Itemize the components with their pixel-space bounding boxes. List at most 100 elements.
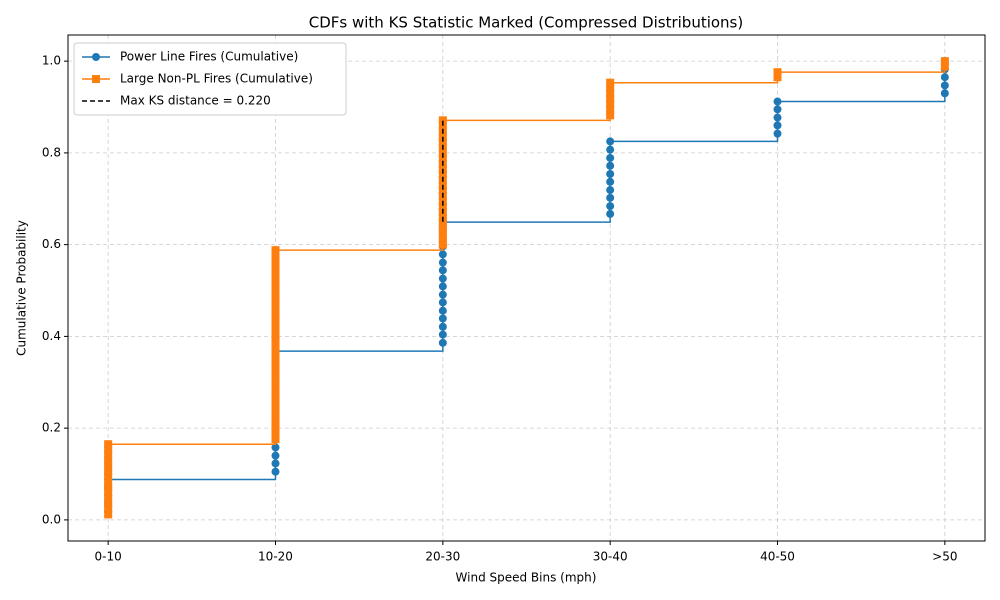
x-axis-label: Wind Speed Bins (mph) <box>456 571 597 585</box>
marker <box>271 397 280 406</box>
marker <box>438 338 447 347</box>
marker <box>438 154 447 163</box>
x-tick-label: >50 <box>932 550 957 564</box>
marker <box>271 467 280 476</box>
y-tick-label: 1.0 <box>42 54 61 68</box>
x-tick-label: 10-20 <box>258 550 293 564</box>
marker <box>271 413 280 422</box>
marker <box>438 282 447 291</box>
marker <box>940 73 949 82</box>
marker <box>271 321 280 330</box>
marker <box>773 73 782 82</box>
marker <box>271 386 280 395</box>
marker <box>271 316 280 325</box>
marker <box>271 326 280 335</box>
marker <box>438 274 447 283</box>
marker <box>606 202 615 211</box>
marker <box>773 113 782 122</box>
marker <box>271 424 280 433</box>
y-tick-label: 0.2 <box>42 421 61 435</box>
marker <box>606 89 615 98</box>
marker <box>104 499 113 508</box>
marker <box>104 456 113 465</box>
marker <box>606 209 615 218</box>
marker <box>271 343 280 352</box>
marker <box>271 375 280 384</box>
y-tick-label: 0.4 <box>42 329 61 343</box>
legend-label: Large Non-PL Fires (Cumulative) <box>120 72 313 86</box>
marker <box>606 177 615 186</box>
marker <box>104 451 113 460</box>
marker <box>438 219 447 228</box>
marker <box>271 402 280 411</box>
marker <box>606 111 615 120</box>
marker <box>438 266 447 275</box>
marker <box>606 170 615 179</box>
marker <box>438 137 447 146</box>
marker <box>438 330 447 339</box>
marker <box>438 121 447 130</box>
marker <box>438 116 447 125</box>
marker <box>773 97 782 106</box>
marker <box>104 467 113 476</box>
marker <box>271 391 280 400</box>
marker <box>271 370 280 379</box>
marker <box>438 258 447 267</box>
marker <box>606 78 615 87</box>
x-tick-label: 20-30 <box>425 550 460 564</box>
marker <box>438 170 447 179</box>
marker <box>271 273 280 282</box>
marker <box>271 459 280 468</box>
marker <box>773 105 782 114</box>
legend-label: Max KS distance = 0.220 <box>120 94 271 108</box>
marker <box>773 68 782 77</box>
x-tick-label: 30-40 <box>593 550 628 564</box>
marker <box>271 332 280 341</box>
marker <box>104 483 113 492</box>
marker <box>438 235 447 244</box>
marker <box>940 62 949 71</box>
marker <box>940 81 949 90</box>
x-tick-label: 0-10 <box>95 550 122 564</box>
marker <box>438 306 447 315</box>
marker <box>438 224 447 233</box>
legend-marker <box>92 75 100 83</box>
marker <box>606 161 615 170</box>
y-axis-label: Cumulative Probability <box>15 220 29 356</box>
chart-title: CDFs with KS Statistic Marked (Compresse… <box>309 14 743 32</box>
marker <box>104 440 113 449</box>
marker <box>773 121 782 130</box>
marker <box>438 290 447 299</box>
marker <box>271 310 280 319</box>
marker <box>271 299 280 308</box>
marker <box>104 478 113 487</box>
marker <box>940 57 949 66</box>
marker <box>940 89 949 98</box>
marker <box>271 337 280 346</box>
marker <box>104 472 113 481</box>
marker <box>271 443 280 452</box>
marker <box>438 314 447 323</box>
marker <box>606 137 615 146</box>
marker <box>271 262 280 271</box>
marker <box>271 278 280 287</box>
marker <box>438 229 447 238</box>
marker <box>606 153 615 162</box>
legend: Power Line Fires (Cumulative) Large Non-P… <box>73 42 347 116</box>
marker <box>271 267 280 276</box>
legend-box <box>73 42 347 116</box>
y-tick-label: 0.0 <box>42 512 61 526</box>
marker <box>104 461 113 470</box>
legend-label: Power Line Fires (Cumulative) <box>120 50 298 64</box>
marker <box>606 186 615 195</box>
x-tick-label: 40-50 <box>760 550 795 564</box>
marker <box>271 451 280 460</box>
marker <box>271 256 280 265</box>
marker <box>104 510 113 519</box>
marker <box>438 322 447 331</box>
marker <box>271 435 280 444</box>
marker <box>104 494 113 503</box>
plot-frame <box>67 34 986 542</box>
marker <box>606 145 615 154</box>
